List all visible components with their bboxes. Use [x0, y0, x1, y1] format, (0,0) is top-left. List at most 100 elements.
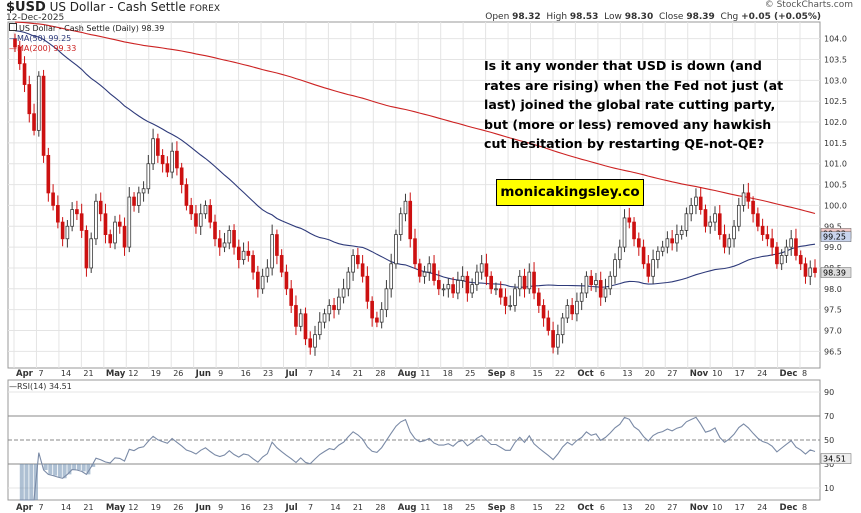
date-tick-label: 14: [330, 369, 340, 378]
exchange: FOREX: [189, 4, 221, 14]
candle-body: [117, 221, 122, 227]
chart-symbol-header: $USD US Dollar - Cash Settle FOREX: [6, 0, 220, 15]
rsi-tick-label: 70: [824, 412, 834, 421]
candle-body: [765, 234, 770, 240]
ma200-label: MA(200) 99.33: [17, 44, 77, 53]
candle-body: [265, 267, 270, 277]
date-tick-label: Nov: [690, 369, 709, 379]
date-tick-label: 10: [712, 503, 722, 512]
candle-body: [260, 275, 265, 290]
candle-body: [541, 305, 546, 319]
candle-body: [775, 246, 779, 265]
close-value: 98.39: [686, 12, 715, 22]
candle-body: [451, 284, 455, 294]
candle-body: [203, 205, 208, 215]
ohlc-readout: Open 98.32 High 98.53 Low 98.30 Close 98…: [485, 12, 821, 22]
candle-legend-icon: [9, 23, 17, 31]
date-tick-label: 23: [263, 503, 273, 512]
date-tick-label: 14: [330, 503, 340, 512]
rsi-label: RSI(14) 34.51: [17, 382, 72, 391]
date-tick-label: 15: [533, 369, 543, 378]
candle-body: [760, 225, 765, 236]
candle-body: [622, 217, 627, 248]
candle-body: [436, 280, 441, 290]
date-tick-label: Jul: [284, 503, 297, 513]
price-tick-label: 101.5: [824, 139, 847, 148]
date-tick-label: 9: [218, 503, 223, 512]
date-tick-label: Oct: [577, 503, 593, 513]
candle-body: [132, 196, 136, 206]
date-tick-label: 11: [420, 503, 430, 512]
date-tick-label: 17: [735, 369, 745, 378]
candle-body: [565, 305, 570, 319]
date-tick-label: 7: [38, 503, 43, 512]
date-tick-label: 21: [353, 503, 363, 512]
price-tick-label: 97.0: [824, 326, 842, 335]
date-tick-label: 27: [667, 503, 677, 512]
price-tick-label: 100.0: [824, 201, 847, 210]
date-tick-label: 18: [443, 503, 453, 512]
candle-body: [498, 288, 503, 298]
price-tick-label: 96.5: [824, 347, 842, 356]
instrument-name: US Dollar - Cash Settle: [49, 0, 186, 14]
candle-body: [213, 221, 217, 240]
candle-body: [603, 288, 608, 298]
candle-body: [113, 221, 117, 244]
rsi-legend-icon: —: [9, 382, 17, 391]
price-tick-label: 103.0: [824, 76, 847, 85]
candle-body: [298, 313, 303, 327]
candle-body: [598, 280, 603, 298]
price-tick-label: 101.0: [824, 160, 847, 169]
candle-body: [60, 221, 65, 240]
candle-body: [94, 200, 98, 240]
candle-body: [232, 230, 236, 248]
candle-body: [679, 230, 684, 236]
rsi-tick-label: 30: [824, 460, 834, 469]
series-legend: US Dollar - Cash Settle (Daily) 98.39: [9, 23, 164, 33]
date-tick-label: 26: [173, 503, 183, 512]
candle-body: [251, 255, 255, 273]
candle-body: [670, 238, 674, 244]
price-tick-label: 102.0: [824, 118, 847, 127]
candle-body: [36, 75, 41, 131]
date-tick-label: Dec: [780, 503, 798, 513]
candle-body: [465, 275, 470, 294]
candle-body: [284, 271, 289, 290]
candle-body: [470, 284, 474, 294]
candle-body: [746, 192, 751, 202]
date-tick-label: Nov: [690, 503, 709, 513]
price-tick-label: 103.5: [824, 56, 847, 65]
open-label: Open: [485, 12, 510, 22]
rsi-badge-bg: [820, 453, 852, 464]
candle-body: [360, 263, 365, 277]
candle-body: [294, 305, 298, 327]
rsi-legend: —RSI(14) 34.51: [9, 382, 72, 391]
candle-body: [708, 221, 713, 227]
date-tick-label: 22: [555, 503, 565, 512]
date-tick-label: 20: [645, 369, 655, 378]
price-tick-label: 99.5: [824, 222, 842, 231]
price-tick-label: 98.0: [824, 285, 842, 294]
date-tick-label: May: [106, 369, 126, 379]
high-label: High: [546, 12, 568, 22]
candle-body: [508, 305, 513, 307]
candle-body: [408, 200, 413, 240]
site-label[interactable]: monicakingsley.co: [496, 179, 644, 206]
stockcharts-brand[interactable]: © StockCharts.com: [764, 0, 853, 10]
candle-body: [127, 196, 132, 248]
candle-body: [222, 242, 227, 248]
date-tick-label: 21: [83, 369, 93, 378]
candle-body: [527, 271, 532, 290]
candle-body: [108, 234, 113, 244]
date-tick-label: 7: [308, 369, 313, 378]
candle-body: [522, 275, 527, 290]
candle-body: [332, 305, 336, 311]
date-tick-label: 8: [802, 369, 807, 378]
date-tick-label: 22: [555, 369, 565, 378]
candle-body: [170, 150, 174, 173]
candle-body: [175, 150, 179, 169]
date-axis: Apr 7 14 21 May 12 19 26 Jun 9 16 23 Jul 7 14 21 28 Aug 11…: [16, 369, 807, 379]
candle-body: [789, 238, 794, 248]
candle-body: [103, 213, 108, 236]
